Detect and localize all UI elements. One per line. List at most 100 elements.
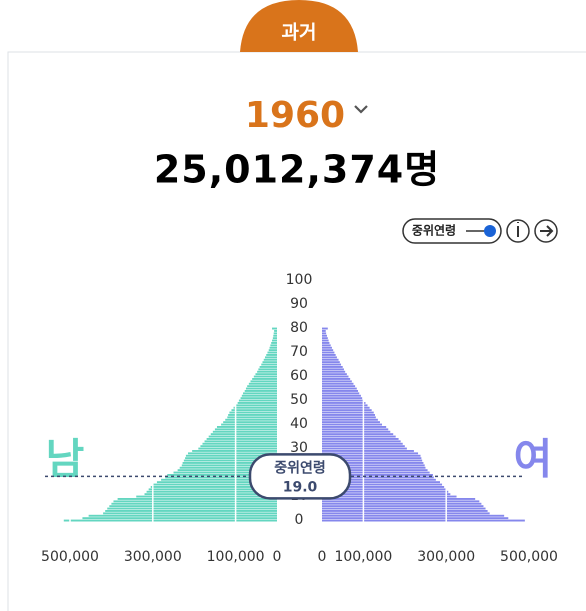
male-bar [206,438,277,440]
male-bar [225,418,277,421]
female-bar [322,462,424,464]
y-tick-label: 60 [290,368,308,384]
female-bar [322,342,330,344]
male-bar [177,469,277,472]
male-bar [228,414,277,416]
male-bar [270,344,277,347]
female-bar [322,469,428,472]
female-bar [322,346,332,349]
female-bar [322,380,352,383]
male-bar [152,483,277,486]
toggle-knob[interactable] [484,225,496,237]
female-bar [322,354,336,356]
male-bar [247,385,277,388]
female-bar [322,378,351,380]
female-bar [322,397,363,400]
male-bar [253,375,277,378]
male-bar [88,514,277,517]
male-bar [156,481,277,484]
year[interactable]: 1960 [245,95,345,136]
female-bar [322,409,372,412]
female-bar [322,411,374,414]
male-bar [148,488,277,491]
male-bar [216,426,277,428]
female-bar [322,404,368,407]
male-bar [258,368,277,371]
female-bar [322,361,340,364]
male-bar [233,406,277,409]
male-bar [241,394,277,397]
y-tick-label: 0 [295,512,304,528]
male-bar [274,330,277,332]
female-bar [322,399,364,402]
female-bar [322,474,433,476]
male-bar [117,498,277,500]
tab-label[interactable]: 과거 [282,22,317,44]
median-toggle[interactable] [402,218,502,244]
female-bar [322,435,396,438]
female-bar [322,368,344,371]
female-bar [322,370,346,373]
male-bar [202,442,277,445]
female-bar [322,356,337,359]
male-bar [82,517,277,520]
female-bar [322,334,327,337]
female-bar [322,414,375,416]
total-population: 25,012,374명 [154,148,440,192]
female-bar [322,459,423,462]
male-bar [272,339,277,342]
female-bar [322,385,356,388]
female-bar [322,502,482,505]
female-bar [322,490,449,493]
male-bar [144,493,277,496]
female-bar [322,442,403,445]
toggle-label[interactable]: 중위연령 [412,223,456,238]
female-bar [322,421,380,424]
female-bar [322,433,394,436]
male-bar [185,454,277,457]
male-bar [237,402,277,404]
male-bar [105,510,277,512]
female-bar [322,454,421,457]
female-bar [322,517,509,520]
x-tick-label: 100,000 [207,549,265,565]
y-tick-label: 50 [290,392,308,408]
female-bar [322,337,328,340]
male-bar [150,486,277,488]
female-bar [322,452,419,455]
female-bar [322,392,360,395]
male-bar [268,349,277,352]
female-bar [322,438,399,440]
male-bar [255,373,277,376]
female-bar [322,351,335,354]
female-bar [322,330,326,332]
female-bar [322,495,457,498]
year-chevron[interactable] [354,105,368,114]
male-bar [109,505,277,508]
y-tick-label: 100 [286,272,313,288]
next-icon [540,225,554,237]
male-bar [183,459,277,462]
female-bar [322,428,389,431]
male-bar [210,433,277,436]
male-bar [214,428,277,431]
male-bar [272,327,277,330]
male-bar [266,354,277,356]
x-tick-label: 300,000 [417,549,475,565]
male-bar [235,404,277,407]
x-tick-label: 0 [273,549,282,565]
male-bar [146,490,277,493]
male-bar [198,447,277,450]
male-bar [259,366,277,368]
male-bar [273,334,277,337]
tab[interactable] [240,0,358,52]
female-bar [322,510,488,512]
male-bar [261,363,277,366]
male-bar [243,392,277,395]
x-tick-label: 0 [318,549,327,565]
male-bar [187,452,277,455]
male-bar [262,361,277,364]
female-bar [322,498,476,500]
